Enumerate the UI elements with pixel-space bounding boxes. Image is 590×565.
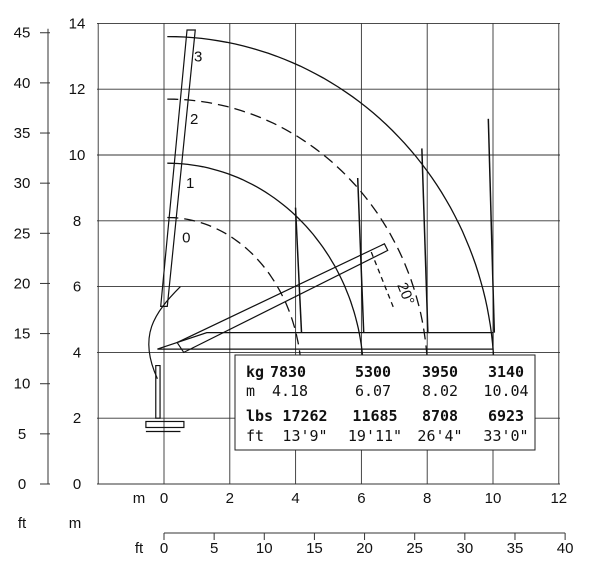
meter-height-tick: 4 (73, 344, 81, 361)
feet-axis-tick: 25 (406, 540, 423, 557)
meter-column-label: m (69, 515, 82, 532)
feet-height-tick: 35 (14, 125, 31, 142)
meter-axis-tick: 0 (160, 490, 168, 507)
reach-arc-3 (167, 35, 495, 379)
lbs-row-label: lbs (246, 407, 273, 425)
load-line-2 (421, 148, 429, 333)
meter-height-tick: 6 (73, 279, 81, 296)
lbs-value-0: 17262 (282, 407, 327, 425)
boom-extension-label-2: 2 (190, 111, 198, 128)
kg-value-2: 3950 (422, 363, 458, 381)
boom-extension-label-1: 1 (186, 175, 194, 192)
feet-axis-tick: 20 (356, 540, 373, 557)
feet-height-tick: 10 (14, 376, 31, 393)
lbs-value-3: 6923 (488, 407, 524, 425)
crane-column (155, 364, 161, 419)
m-value-0: 4.18 (272, 382, 308, 400)
meter-axis-label: m (133, 490, 146, 507)
meter-axis-tick: 10 (485, 490, 502, 507)
m-value-3: 10.04 (483, 382, 528, 400)
feet-axis-tick: 35 (507, 540, 524, 557)
feet-axis-tick: 15 (306, 540, 323, 557)
feet-height-tick: 15 (14, 326, 31, 343)
ft-value-3: 33'0" (483, 427, 528, 445)
feet-axis-tick: 40 (557, 540, 574, 557)
feet-axis-tick: 0 (160, 540, 168, 557)
load-line-3 (487, 118, 496, 333)
ft-value-0: 13'9" (282, 427, 327, 445)
feet-height-tick: 20 (14, 275, 31, 292)
feet-height-tick: 30 (14, 175, 31, 192)
feet-axis-tick: 10 (256, 540, 273, 557)
reach-arc-1 (167, 162, 365, 379)
kg-value-1: 5300 (355, 363, 391, 381)
feet-height-scale: 0 5 10 15 20 25 30 35 40 45 (14, 25, 50, 493)
kg-row-label: kg (246, 363, 264, 381)
lbs-value-2: 8708 (422, 407, 458, 425)
feet-column-label: ft (18, 515, 27, 532)
meter-height-tick: 2 (73, 410, 81, 427)
boom-twenty-degrees (176, 243, 389, 354)
boom-lower-arm (148, 286, 181, 379)
meter-height-tick: 14 (69, 15, 86, 32)
kg-value-0: 7830 (270, 363, 306, 381)
feet-height-tick: 0 (18, 476, 26, 493)
crane-base-foot (145, 420, 185, 429)
meter-axis-tick: 2 (226, 490, 234, 507)
ft-value-2: 26'4" (417, 427, 462, 445)
kg-value-3: 3140 (488, 363, 524, 381)
meter-axis-tick: 8 (423, 490, 431, 507)
boom-extension-label-3: 3 (194, 48, 202, 65)
load-table-box (234, 354, 536, 451)
boom-angle-label: 20° (393, 280, 417, 307)
boom-raised (160, 29, 196, 307)
load-table: kg 7830 5300 3950 3140 m 4.18 6.07 8.02 … (234, 354, 536, 451)
feet-axis-label: ft (135, 540, 144, 557)
meter-axis-tick: 6 (357, 490, 365, 507)
boom-extension-label-0: 0 (182, 229, 190, 246)
crane-drawing (145, 29, 494, 433)
ft-value-1: 19'11" (348, 427, 402, 445)
load-line-0 (294, 207, 303, 333)
reach-arc-0 (167, 216, 303, 379)
feet-height-tick: 40 (14, 75, 31, 92)
ft-row-label: ft (246, 427, 264, 445)
feet-height-tick: 45 (14, 25, 31, 42)
meter-height-tick: 8 (73, 213, 81, 230)
meter-axis-tick: 4 (291, 490, 299, 507)
feet-axis-tick: 30 (456, 540, 473, 557)
feet-height-tick: 25 (14, 225, 31, 242)
lbs-value-1: 11685 (352, 407, 397, 425)
meter-axis-tick: 12 (550, 490, 567, 507)
feet-height-tick: 5 (18, 426, 26, 443)
meter-height-tick: 0 (73, 476, 81, 493)
angle-indicator-line (370, 251, 395, 310)
feet-axis-tick: 5 (210, 540, 218, 557)
meter-height-scale: 0 2 4 6 8 10 12 14 (69, 15, 86, 493)
meter-height-tick: 10 (69, 147, 86, 164)
meter-height-tick: 12 (69, 81, 86, 98)
m-value-2: 8.02 (422, 382, 458, 400)
m-value-1: 6.07 (355, 382, 391, 400)
reach-arc-2 (167, 98, 429, 379)
boom-horizontal (157, 332, 494, 350)
reach-arcs: 0 1 2 3 (167, 35, 496, 379)
m-row-label: m (246, 382, 255, 400)
